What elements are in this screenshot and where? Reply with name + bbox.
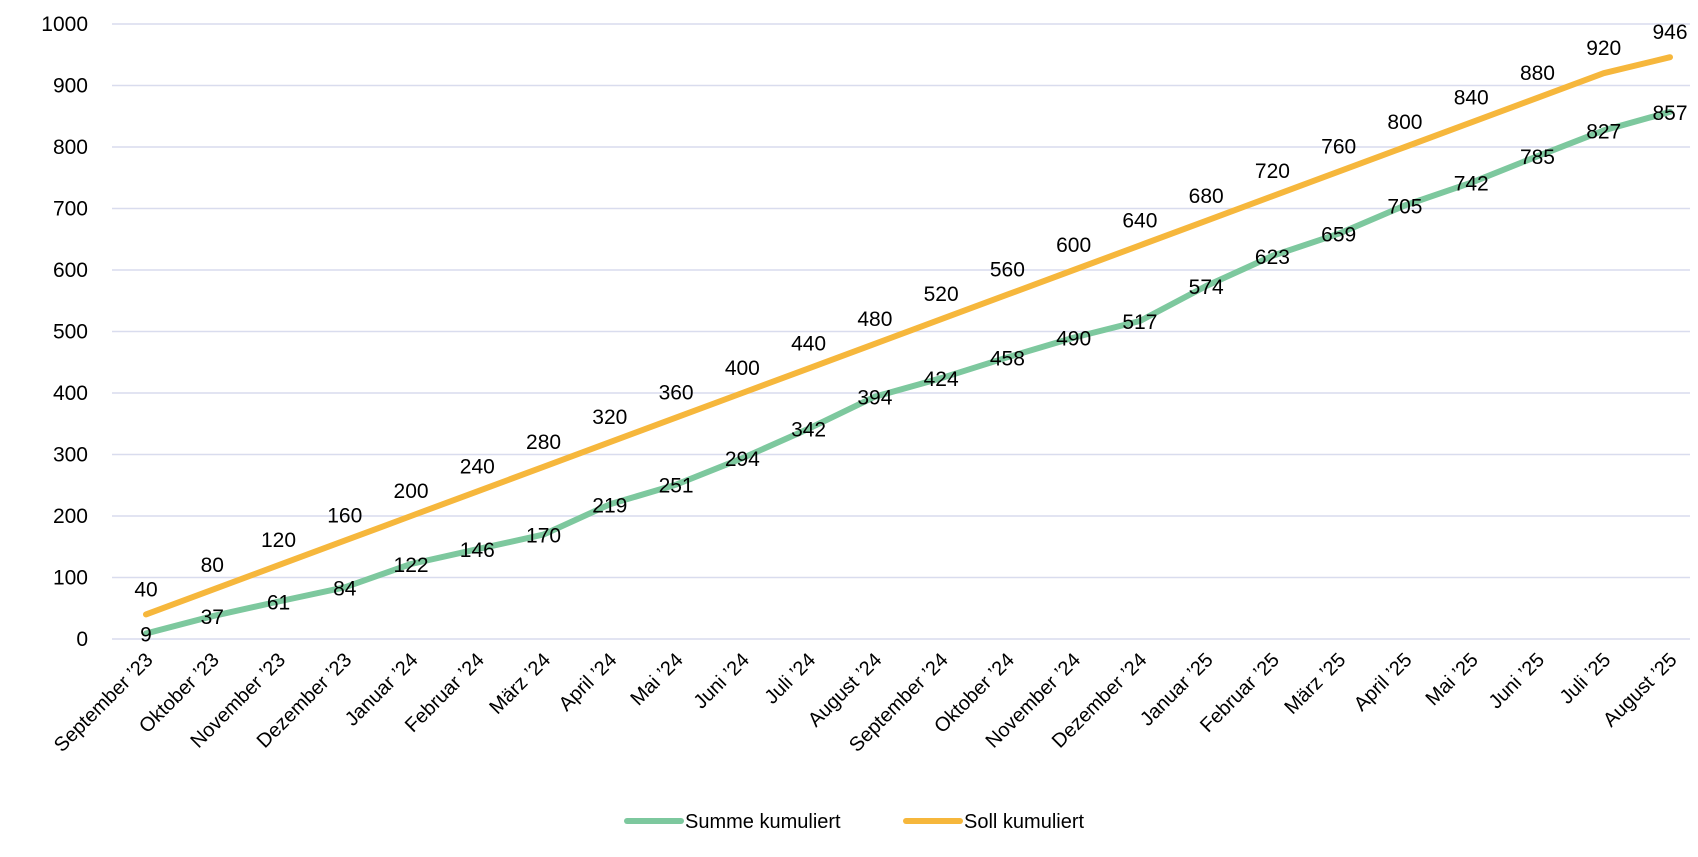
x-tick-label: Mai ’25: [1422, 649, 1483, 710]
x-tick-label: Juli ’25: [1556, 649, 1616, 709]
data-label: 458: [990, 347, 1025, 370]
data-label: 517: [1122, 311, 1157, 334]
data-label: 659: [1321, 224, 1356, 247]
series-line-soll-kumuliert: [143, 54, 1673, 618]
y-tick-label: 800: [53, 136, 88, 159]
data-label: 400: [725, 357, 760, 380]
y-tick-label: 1000: [41, 13, 88, 36]
series-line-summe-kumuliert: [143, 108, 1673, 637]
data-label: 785: [1520, 146, 1555, 169]
data-label: 760: [1321, 136, 1356, 159]
y-tick-label: 900: [53, 75, 88, 98]
data-label: 122: [394, 554, 429, 577]
data-label: 200: [394, 480, 429, 503]
data-label: 280: [526, 431, 561, 454]
data-label: 120: [261, 529, 296, 552]
data-label: 857: [1652, 102, 1687, 125]
x-tick-label: Mai ’24: [626, 649, 687, 710]
data-label: 40: [134, 578, 157, 601]
data-label: 146: [460, 539, 495, 562]
y-tick-label: 300: [53, 444, 88, 467]
data-label: 705: [1387, 195, 1422, 218]
data-label: 623: [1255, 246, 1290, 269]
data-label: 720: [1255, 160, 1290, 183]
x-tick-label: März ’25: [1280, 649, 1350, 719]
data-label: 480: [857, 308, 892, 331]
data-label: 440: [791, 332, 826, 355]
series-lines: [143, 54, 1673, 637]
x-tick-label: April ’25: [1350, 649, 1417, 716]
x-tick-label: März ’24: [485, 649, 555, 719]
data-label: 840: [1454, 86, 1489, 109]
data-label: 360: [659, 382, 694, 405]
legend-label: Summe kumuliert: [685, 811, 841, 833]
data-label: 574: [1189, 276, 1224, 299]
data-label: 946: [1652, 21, 1687, 44]
data-label: 61: [267, 591, 290, 614]
y-axis-ticks: 0 100 200 300 400 500 600 700 800 900 1000: [41, 13, 88, 651]
data-label: 680: [1189, 185, 1224, 208]
x-tick-label: September ’23: [50, 649, 158, 757]
x-tick-label: Juni ’24: [690, 649, 754, 713]
data-label: 170: [526, 524, 561, 547]
data-label: 742: [1454, 173, 1489, 196]
x-tick-label: Juli ’24: [761, 649, 821, 709]
legend-label: Soll kumuliert: [964, 811, 1084, 833]
data-label: 80: [201, 554, 224, 577]
data-label: 342: [791, 419, 826, 442]
data-label: 294: [725, 448, 760, 471]
data-label: 37: [201, 606, 224, 629]
data-label: 827: [1586, 120, 1621, 143]
data-label: 9: [140, 623, 152, 646]
legend: Summe kumuliert Soll kumuliert: [624, 811, 1084, 833]
data-label: 640: [1122, 209, 1157, 232]
data-labels: 9 37 61 84 122 146 170 219 251 294 342 394 424 458 490…: [134, 21, 1687, 646]
data-label: 240: [460, 455, 495, 478]
data-label: 920: [1586, 37, 1621, 60]
data-label: 219: [592, 494, 627, 517]
data-label: 560: [990, 259, 1025, 282]
data-label: 84: [333, 577, 357, 600]
data-label: 160: [327, 505, 362, 528]
y-tick-label: 500: [53, 321, 88, 344]
data-label: 880: [1520, 62, 1555, 85]
y-tick-label: 400: [53, 382, 88, 405]
x-tick-label: April ’24: [555, 649, 622, 716]
y-tick-label: 700: [53, 198, 88, 221]
data-label: 251: [659, 475, 694, 498]
x-tick-label: Juni ’25: [1485, 649, 1549, 713]
data-label: 520: [924, 283, 959, 306]
y-tick-label: 600: [53, 259, 88, 282]
data-label: 394: [857, 387, 892, 410]
data-label: 490: [1056, 328, 1091, 351]
data-label: 800: [1387, 111, 1422, 134]
y-tick-label: 200: [53, 505, 88, 528]
y-tick-label: 100: [53, 567, 88, 590]
y-tick-label: 0: [76, 628, 88, 651]
data-label: 320: [592, 406, 627, 429]
data-label: 424: [924, 368, 959, 391]
data-label: 600: [1056, 234, 1091, 257]
